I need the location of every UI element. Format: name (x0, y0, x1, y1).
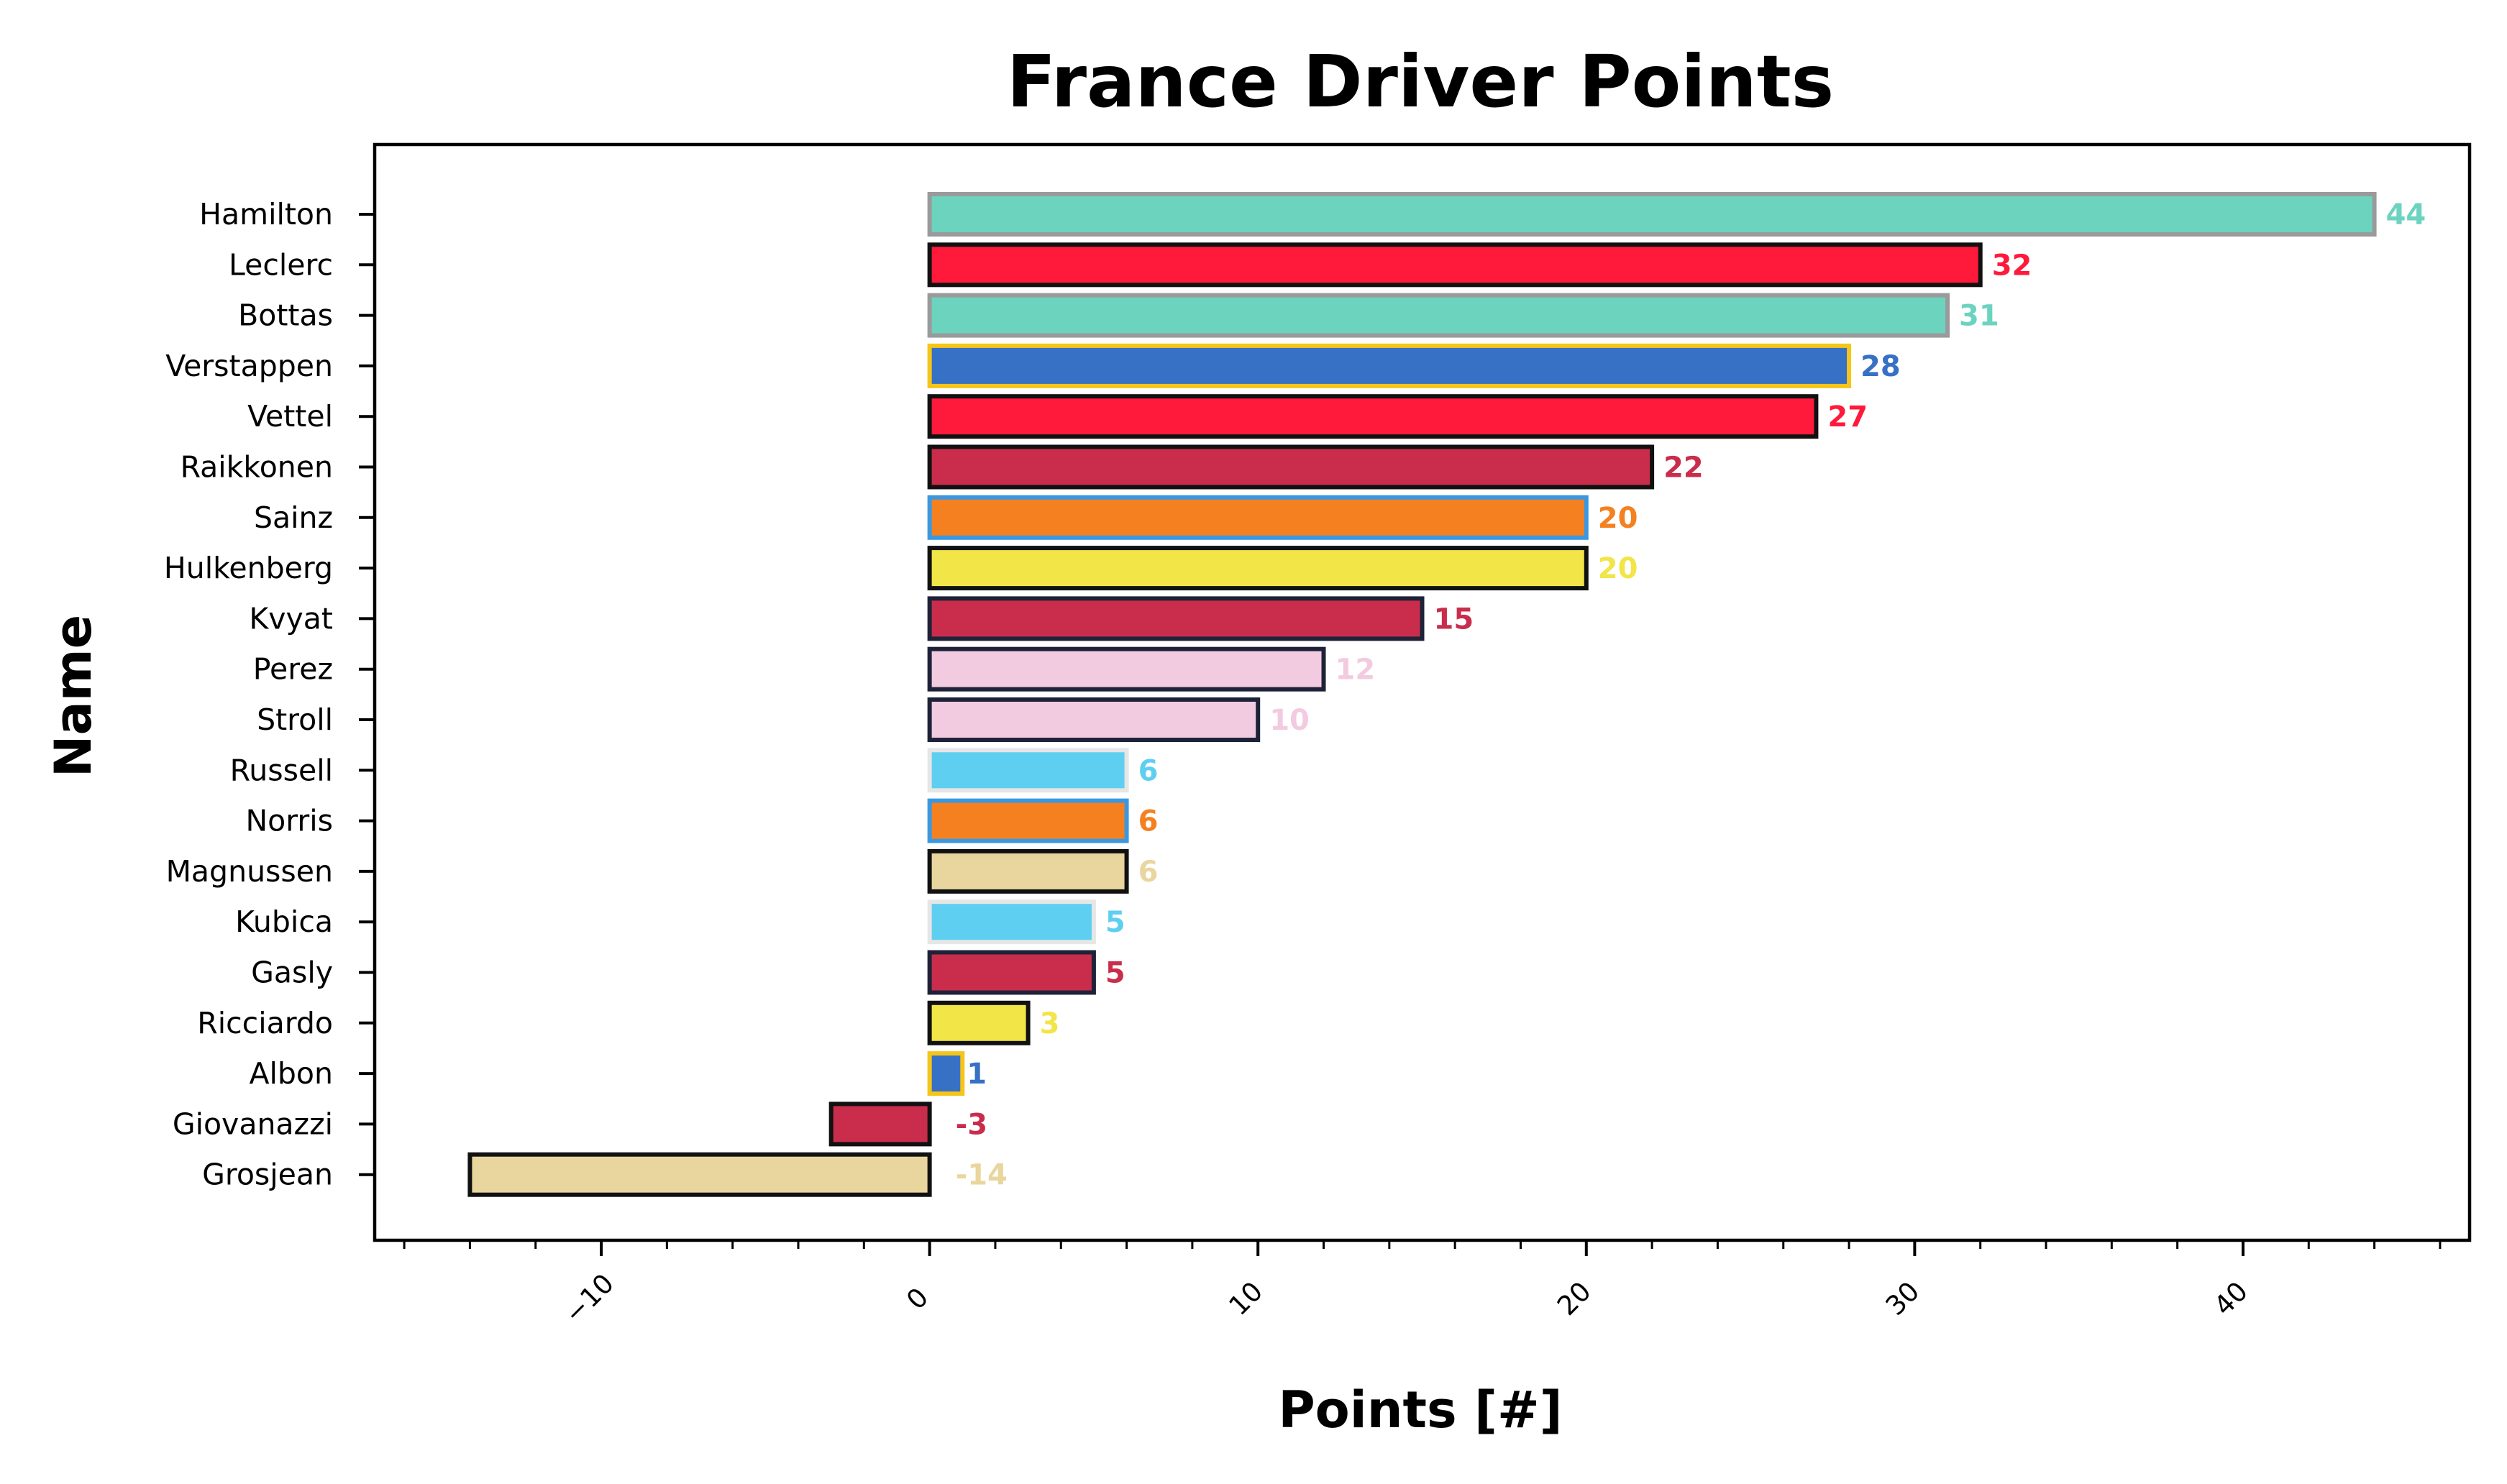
value-label-giovanazzi: -3 (956, 1108, 987, 1141)
y-tick-label-kubica: Kubica (235, 904, 333, 939)
bar-bottas (927, 293, 1950, 338)
chart-title: France Driver Points (1007, 40, 1834, 124)
bar-norris (927, 798, 1129, 843)
bar-ricciardo (927, 1000, 1031, 1045)
value-label-kubica: 5 (1105, 906, 1125, 939)
bar-magnussen (927, 848, 1129, 894)
y-axis-ticks: Hamilton Leclerc Bottas Verstappen Vettel Rai… (164, 197, 375, 1192)
x-axis-label: Points [#] (1278, 1380, 1562, 1439)
bar-kubica (927, 899, 1096, 945)
value-label-verstappen: 28 (1860, 350, 1901, 383)
y-tick-label-stroll: Stroll (257, 702, 333, 737)
bars-group (467, 192, 2377, 1197)
y-tick-label-russell: Russell (230, 753, 333, 787)
bar-albon (927, 1051, 965, 1096)
bar-stroll (927, 697, 1261, 742)
value-label-magnussen: 6 (1138, 856, 1159, 889)
plot-frame (373, 142, 2472, 1242)
bar-sainz (927, 495, 1589, 540)
value-label-albon: 1 (967, 1058, 987, 1091)
bar-vettel (927, 394, 1819, 439)
bar-kvyat (927, 596, 1425, 641)
y-tick-label-hulkenberg: Hulkenberg (164, 551, 333, 585)
value-label-grosjean: -14 (956, 1159, 1008, 1192)
value-label-gasly: 5 (1105, 957, 1125, 990)
bar-hulkenberg (927, 546, 1589, 591)
y-tick-label-magnussen: Magnussen (166, 854, 333, 889)
y-tick-label-norris: Norris (246, 804, 334, 838)
value-label-vettel: 27 (1827, 400, 1868, 434)
y-tick-label-grosjean: Grosjean (202, 1158, 333, 1192)
y-axis-label: Name (44, 615, 103, 777)
bar-gasly (927, 950, 1096, 995)
bar-verstappen (927, 343, 1852, 388)
value-label-russell: 6 (1138, 754, 1159, 787)
value-label-hulkenberg: 20 (1598, 552, 1638, 585)
value-label-leclerc: 32 (1992, 249, 2032, 282)
value-label-norris: 6 (1138, 805, 1159, 838)
y-tick-label-giovanazzi: Giovanazzi (173, 1107, 333, 1141)
y-tick-label-kvyat: Kvyat (249, 601, 333, 636)
value-label-ricciardo: 3 (1040, 1007, 1060, 1040)
y-tick-label-leclerc: Leclerc (229, 247, 333, 282)
bar-leclerc (927, 242, 1983, 288)
y-tick-label-ricciardo: Ricciardo (197, 1006, 333, 1040)
value-label-perez: 12 (1335, 654, 1376, 687)
bar-raikkonen (927, 444, 1655, 490)
y-tick-label-bottas: Bottas (238, 298, 333, 333)
bar-perez (927, 646, 1326, 692)
y-tick-label-gasly: Gasly (251, 956, 333, 990)
value-label-bottas: 31 (1959, 300, 1999, 333)
bar-russell (927, 748, 1129, 793)
y-tick-label-albon: Albon (249, 1056, 333, 1091)
y-tick-label-perez: Perez (253, 652, 333, 687)
y-tick-label-vettel: Vettel (247, 399, 333, 434)
value-label-sainz: 20 (1598, 502, 1638, 535)
y-tick-label-verstappen: Verstappen (165, 349, 333, 383)
bar-hamilton (927, 192, 2377, 237)
y-tick-label-hamilton: Hamilton (199, 197, 333, 232)
y-tick-label-sainz: Sainz (254, 500, 333, 535)
value-label-stroll: 10 (1269, 704, 1310, 737)
bar-giovanazzi (828, 1101, 932, 1147)
value-label-hamilton: 44 (2386, 198, 2426, 232)
value-label-raikkonen: 22 (1663, 452, 1704, 485)
value-label-kvyat: 15 (1434, 603, 1474, 636)
bar-grosjean (467, 1152, 932, 1197)
y-tick-label-raikkonen: Raikkonen (181, 450, 333, 485)
